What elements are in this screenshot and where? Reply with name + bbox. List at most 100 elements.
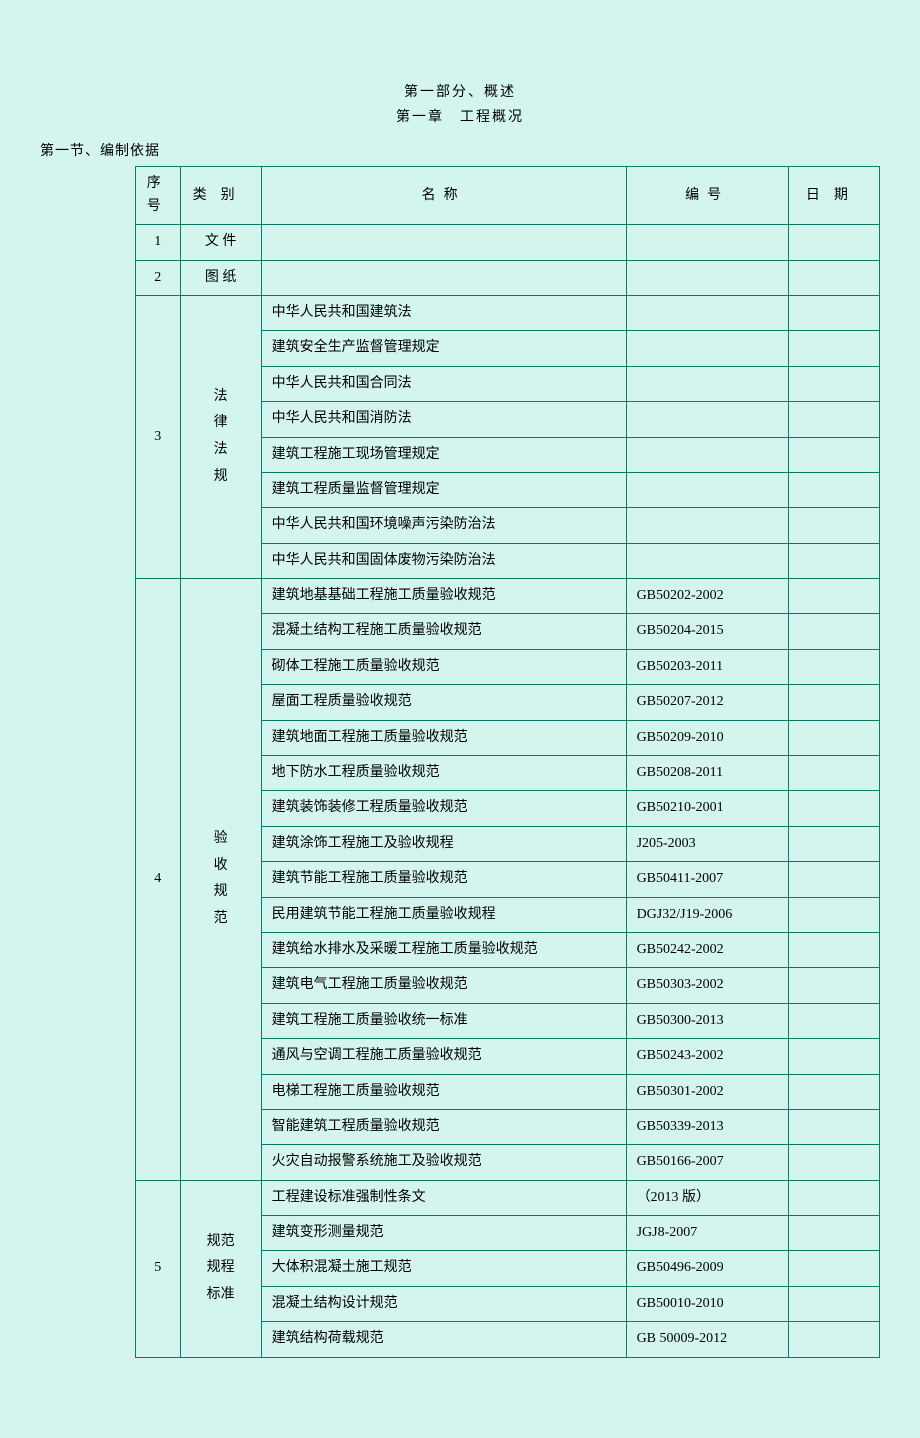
cell-name: 中华人民共和国消防法	[261, 402, 626, 437]
cell-date	[788, 1039, 879, 1074]
cell-code: GB50202-2002	[626, 579, 788, 614]
cell-code: GB50204-2015	[626, 614, 788, 649]
cell-code	[626, 543, 788, 578]
cell-name: 通风与空调工程施工质量验收规范	[261, 1039, 626, 1074]
cell-date	[788, 1003, 879, 1038]
cell-seq: 4	[136, 579, 181, 1181]
cell-seq: 5	[136, 1180, 181, 1357]
cell-date	[788, 1109, 879, 1144]
cell-code: GB50209-2010	[626, 720, 788, 755]
cell-name: 火灾自动报警系统施工及验收规范	[261, 1145, 626, 1180]
cell-date	[788, 1322, 879, 1357]
cell-code: DGJ32/J19-2006	[626, 897, 788, 932]
col-code: 编号	[626, 167, 788, 225]
cell-code: GB50243-2002	[626, 1039, 788, 1074]
cell-name: 建筑工程施工质量验收统一标准	[261, 1003, 626, 1038]
cell-name: 智能建筑工程质量验收规范	[261, 1109, 626, 1144]
cell-date	[788, 472, 879, 507]
cell-name: 建筑涂饰工程施工及验收规程	[261, 826, 626, 861]
cell-date	[788, 1180, 879, 1215]
cell-code: J205-2003	[626, 826, 788, 861]
cell-name: 建筑节能工程施工质量验收规范	[261, 862, 626, 897]
table-row: 3法律法规中华人民共和国建筑法	[136, 295, 880, 330]
cell-date	[788, 649, 879, 684]
col-name: 名称	[261, 167, 626, 225]
cell-code: GB50208-2011	[626, 756, 788, 791]
cell-date	[788, 402, 879, 437]
cell-seq: 1	[136, 225, 181, 260]
cell-code	[626, 260, 788, 295]
table-row: 2图 纸	[136, 260, 880, 295]
cell-name: 建筑装饰装修工程质量验收规范	[261, 791, 626, 826]
cell-code	[626, 331, 788, 366]
cell-date	[788, 437, 879, 472]
cell-name: 建筑给水排水及采暖工程施工质量验收规范	[261, 932, 626, 967]
cell-code	[626, 295, 788, 330]
cell-date	[788, 756, 879, 791]
cell-name: 中华人民共和国固体废物污染防治法	[261, 543, 626, 578]
chapter-title: 第一章 工程概况	[40, 105, 880, 130]
cell-name: 大体积混凝土施工规范	[261, 1251, 626, 1286]
cell-name: 建筑结构荷载规范	[261, 1322, 626, 1357]
cell-code: GB50010-2010	[626, 1286, 788, 1321]
cell-name: 建筑工程施工现场管理规定	[261, 437, 626, 472]
cell-code: （2013 版）	[626, 1180, 788, 1215]
col-cat: 类别	[180, 167, 261, 225]
cell-date	[788, 225, 879, 260]
cell-name: 建筑地基基础工程施工质量验收规范	[261, 579, 626, 614]
cell-date	[788, 1145, 879, 1180]
table-row: 5规范规程标准工程建设标准强制性条文（2013 版）	[136, 1180, 880, 1215]
cell-seq: 2	[136, 260, 181, 295]
cell-code	[626, 472, 788, 507]
cell-date	[788, 720, 879, 755]
cell-code	[626, 437, 788, 472]
cell-date	[788, 508, 879, 543]
cell-name: 中华人民共和国合同法	[261, 366, 626, 401]
cell-category: 文 件	[180, 225, 261, 260]
cell-code: GB50411-2007	[626, 862, 788, 897]
cell-category: 验收规范	[180, 579, 261, 1181]
cell-name: 混凝土结构工程施工质量验收规范	[261, 614, 626, 649]
col-date: 日期	[788, 167, 879, 225]
cell-code	[626, 366, 788, 401]
cell-code: GB50496-2009	[626, 1251, 788, 1286]
cell-name: 建筑变形测量规范	[261, 1216, 626, 1251]
cell-date	[788, 791, 879, 826]
cell-name: 建筑安全生产监督管理规定	[261, 331, 626, 366]
cell-category: 法律法规	[180, 295, 261, 578]
cell-date	[788, 1216, 879, 1251]
part-title: 第一部分、概述	[40, 80, 880, 105]
cell-date	[788, 260, 879, 295]
cell-category: 图 纸	[180, 260, 261, 295]
cell-date	[788, 1286, 879, 1321]
cell-code	[626, 508, 788, 543]
cell-name	[261, 225, 626, 260]
table-row: 4验收规范建筑地基基础工程施工质量验收规范GB50202-2002	[136, 579, 880, 614]
section-heading: 第一节、编制依据	[40, 140, 880, 160]
cell-date	[788, 862, 879, 897]
cell-code: GB50339-2013	[626, 1109, 788, 1144]
cell-name: 屋面工程质量验收规范	[261, 685, 626, 720]
cell-date	[788, 897, 879, 932]
cell-code: GB50210-2001	[626, 791, 788, 826]
table-row: 1文 件	[136, 225, 880, 260]
cell-date	[788, 543, 879, 578]
basis-table: 序号 类别 名称 编号 日期 1文 件2图 纸3法律法规中华人民共和国建筑法建筑…	[135, 166, 880, 1357]
cell-name	[261, 260, 626, 295]
cell-date	[788, 1251, 879, 1286]
cell-name: 砌体工程施工质量验收规范	[261, 649, 626, 684]
cell-code: GB50207-2012	[626, 685, 788, 720]
cell-code: JGJ8-2007	[626, 1216, 788, 1251]
cell-date	[788, 685, 879, 720]
cell-date	[788, 331, 879, 366]
cell-name: 中华人民共和国环境噪声污染防治法	[261, 508, 626, 543]
cell-date	[788, 826, 879, 861]
cell-name: 工程建设标准强制性条文	[261, 1180, 626, 1215]
cell-date	[788, 614, 879, 649]
cell-code: GB50301-2002	[626, 1074, 788, 1109]
cell-category: 规范规程标准	[180, 1180, 261, 1357]
cell-code: GB50300-2013	[626, 1003, 788, 1038]
cell-code: GB50166-2007	[626, 1145, 788, 1180]
table-header-row: 序号 类别 名称 编号 日期	[136, 167, 880, 225]
cell-code: GB50303-2002	[626, 968, 788, 1003]
